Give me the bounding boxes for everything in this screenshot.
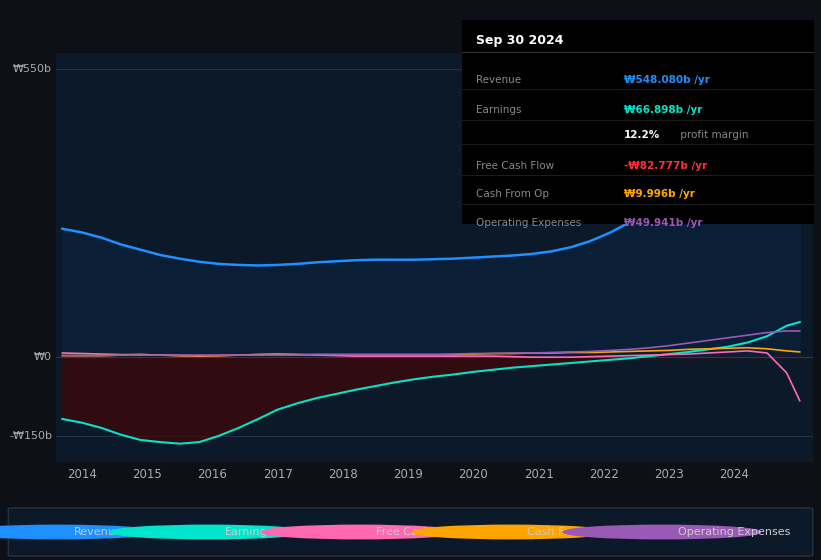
Text: profit margin: profit margin (677, 130, 748, 140)
Text: ₩66.898b /yr: ₩66.898b /yr (624, 105, 702, 115)
Text: Earnings: Earnings (476, 105, 522, 115)
Text: Sep 30 2024: Sep 30 2024 (476, 34, 564, 47)
Text: ₩550b: ₩550b (13, 64, 52, 74)
Text: ₩0: ₩0 (34, 352, 52, 362)
Text: Operating Expenses: Operating Expenses (678, 527, 791, 537)
Text: -₩150b: -₩150b (9, 431, 52, 441)
Circle shape (110, 525, 307, 539)
Text: Cash From Op: Cash From Op (527, 527, 605, 537)
Text: Earnings: Earnings (225, 527, 273, 537)
Circle shape (0, 525, 156, 539)
Text: Revenue: Revenue (74, 527, 123, 537)
Text: -₩82.777b /yr: -₩82.777b /yr (624, 161, 707, 171)
Circle shape (563, 525, 760, 539)
Circle shape (412, 525, 609, 539)
FancyBboxPatch shape (8, 508, 813, 556)
Text: 12.2%: 12.2% (624, 130, 660, 140)
Text: ₩49.941b /yr: ₩49.941b /yr (624, 218, 702, 228)
Text: Operating Expenses: Operating Expenses (476, 218, 581, 228)
Text: Revenue: Revenue (476, 75, 521, 85)
Text: Cash From Op: Cash From Op (476, 189, 549, 199)
Text: Free Cash Flow: Free Cash Flow (476, 161, 554, 171)
Text: ₩9.996b /yr: ₩9.996b /yr (624, 189, 695, 199)
Text: Free Cash Flow: Free Cash Flow (376, 527, 460, 537)
Circle shape (261, 525, 458, 539)
Text: ₩548.080b /yr: ₩548.080b /yr (624, 75, 709, 85)
